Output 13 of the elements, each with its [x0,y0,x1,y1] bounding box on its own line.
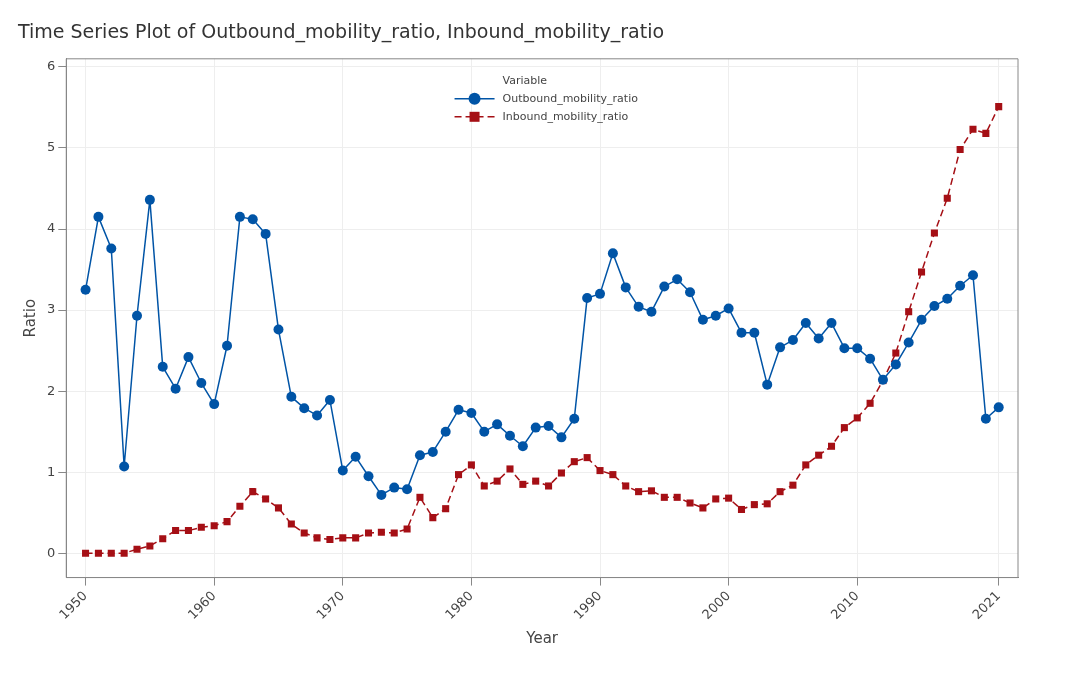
x-axis-title: Year [525,628,559,647]
chart-title: Time Series Plot of Outbound_mobility_ratio, Inbound_mobility_ratio [17,20,665,44]
legend-label: Inbound_mobility_ratio [502,109,629,123]
y-tick-label: 3 [46,301,56,317]
y-axis-title: Ratio [20,298,39,338]
y-tick-label: 5 [46,139,56,155]
y-tick-label: 6 [46,58,56,74]
y-tick-label: 0 [46,544,56,560]
y-tick-label: 2 [46,382,56,398]
y-tick-label: 4 [46,220,56,236]
y-tick-label: 1 [46,463,56,479]
legend-label: Outbound_mobility_ratio [502,91,639,105]
legend-title: Variable [502,73,548,87]
